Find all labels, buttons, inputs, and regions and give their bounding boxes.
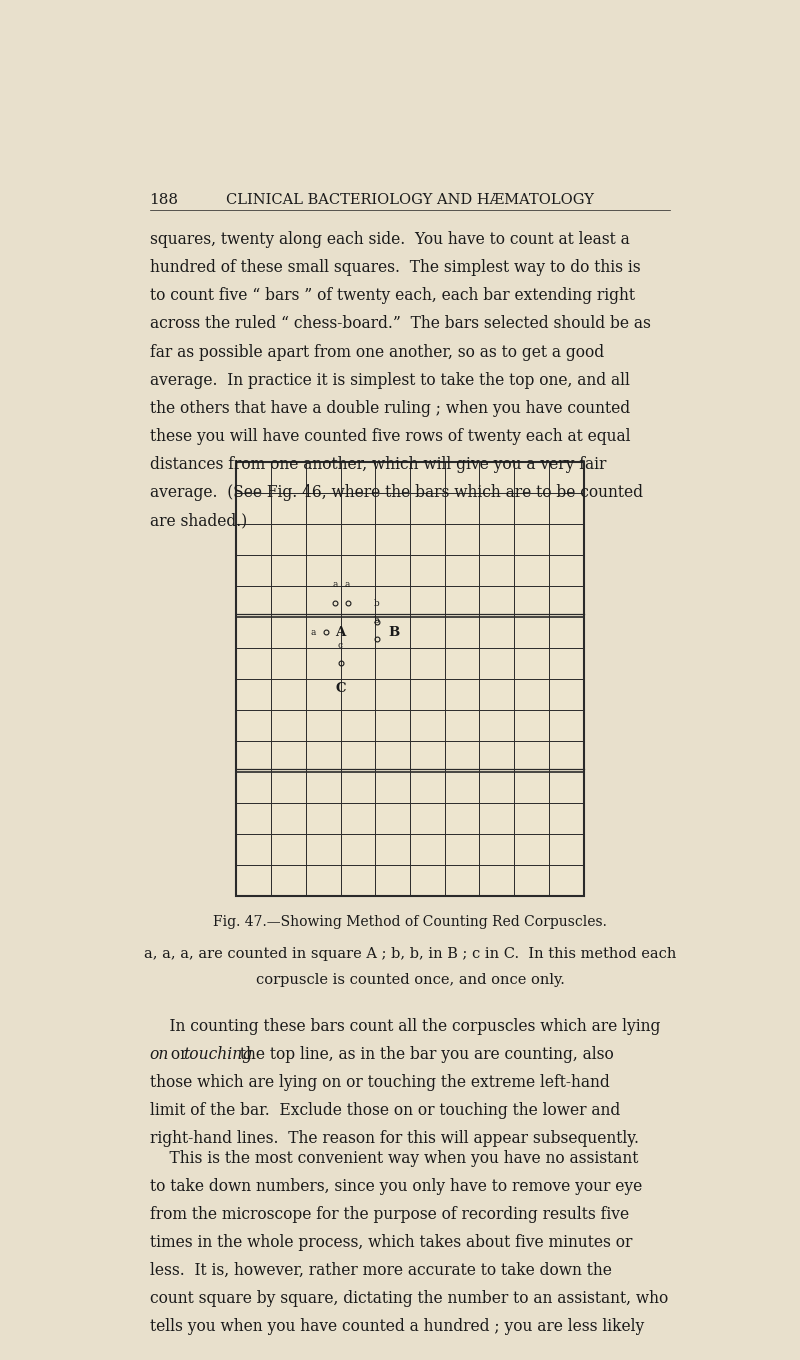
Text: distances from one another, which will give you a very fair: distances from one another, which will g… [150, 456, 606, 473]
Text: to take down numbers, since you only have to remove your eye: to take down numbers, since you only hav… [150, 1178, 642, 1194]
Text: Fig. 47.—Showing Method of Counting Red Corpuscles.: Fig. 47.—Showing Method of Counting Red … [213, 915, 607, 929]
Text: CLINICAL BACTERIOLOGY AND HÆMATOLOGY: CLINICAL BACTERIOLOGY AND HÆMATOLOGY [226, 193, 594, 207]
Text: A: A [335, 626, 346, 639]
Text: far as possible apart from one another, so as to get a good: far as possible apart from one another, … [150, 344, 604, 360]
Text: B: B [389, 626, 400, 639]
Text: average.  (See Fig. 46, where the bars which are to be counted: average. (See Fig. 46, where the bars wh… [150, 484, 642, 500]
Text: b: b [374, 598, 380, 608]
Text: times in the whole process, which takes about five minutes or: times in the whole process, which takes … [150, 1234, 632, 1251]
Text: less.  It is, however, rather more accurate to take down the: less. It is, however, rather more accura… [150, 1262, 611, 1278]
Text: right-hand lines.  The reason for this will appear subsequently.: right-hand lines. The reason for this wi… [150, 1130, 638, 1146]
Text: those which are lying on or touching the extreme left-hand: those which are lying on or touching the… [150, 1074, 610, 1091]
Text: are shaded.): are shaded.) [150, 511, 247, 529]
Text: tells you when you have counted a hundred ; you are less likely: tells you when you have counted a hundre… [150, 1318, 644, 1336]
Text: on: on [150, 1046, 169, 1062]
Text: to count five “ bars ” of twenty each, each bar extending right: to count five “ bars ” of twenty each, e… [150, 287, 634, 305]
Text: limit of the bar.  Exclude those on or touching the lower and: limit of the bar. Exclude those on or to… [150, 1102, 620, 1119]
Text: or: or [166, 1046, 193, 1062]
Text: these you will have counted five rows of twenty each at equal: these you will have counted five rows of… [150, 428, 630, 445]
Text: C: C [335, 681, 346, 695]
Text: hundred of these small squares.  The simplest way to do this is: hundred of these small squares. The simp… [150, 260, 640, 276]
Text: from the microscope for the purpose of recording results five: from the microscope for the purpose of r… [150, 1206, 629, 1223]
Bar [237, 461, 584, 896]
Text: a: a [311, 628, 316, 636]
Text: b: b [374, 616, 380, 626]
Text: corpuscle is counted once, and once only.: corpuscle is counted once, and once only… [255, 972, 565, 987]
Text: touching: touching [183, 1046, 252, 1062]
Text: 188: 188 [150, 193, 178, 207]
Text: across the ruled “ chess-board.”  The bars selected should be as: across the ruled “ chess-board.” The bar… [150, 316, 650, 332]
Text: In counting these bars count all the corpuscles which are lying: In counting these bars count all the cor… [150, 1017, 660, 1035]
Text: squares, twenty along each side.  You have to count at least a: squares, twenty along each side. You hav… [150, 231, 630, 249]
Text: c: c [338, 641, 343, 650]
Text: average.  In practice it is simplest to take the top one, and all: average. In practice it is simplest to t… [150, 371, 630, 389]
Text: This is the most convenient way when you have no assistant: This is the most convenient way when you… [150, 1149, 638, 1167]
Text: a, a, a, are counted in square A ; b, b, in B ; c in C.  In this method each: a, a, a, are counted in square A ; b, b,… [144, 947, 676, 960]
Text: count square by square, dictating the number to an assistant, who: count square by square, dictating the nu… [150, 1289, 668, 1307]
Text: a: a [345, 581, 350, 589]
Text: the top line, as in the bar you are counting, also: the top line, as in the bar you are coun… [235, 1046, 614, 1062]
Text: the others that have a double ruling ; when you have counted: the others that have a double ruling ; w… [150, 400, 630, 416]
Text: a: a [333, 581, 338, 589]
